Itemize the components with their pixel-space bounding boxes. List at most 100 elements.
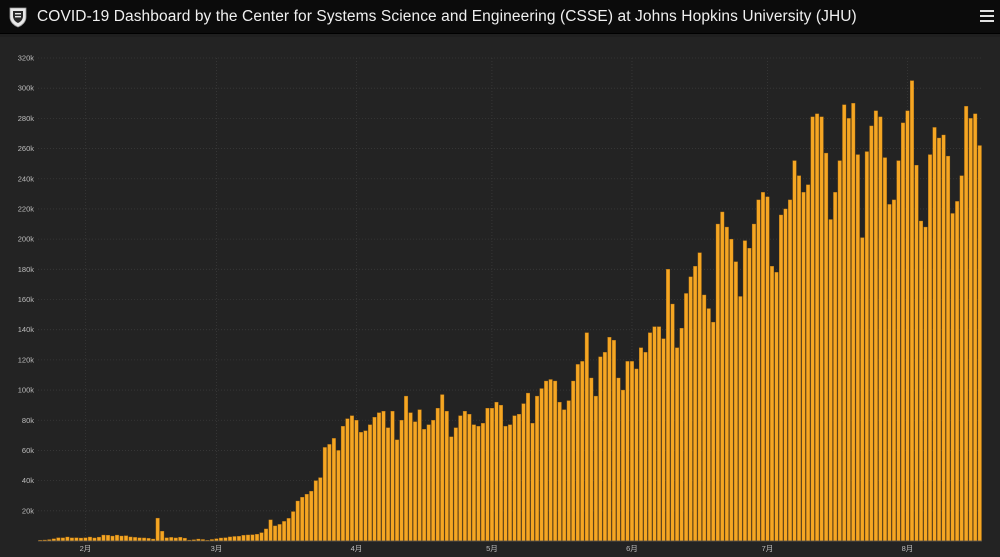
chart-bar[interactable] — [264, 528, 269, 542]
chart-bar[interactable] — [828, 219, 833, 542]
chart-bar[interactable] — [887, 204, 892, 542]
chart-bar[interactable] — [322, 447, 327, 542]
chart-bar[interactable] — [259, 532, 264, 542]
chart-bar[interactable] — [268, 519, 273, 542]
chart-bar[interactable] — [372, 417, 377, 542]
chart-bar[interactable] — [359, 432, 363, 542]
chart-bar[interactable] — [110, 535, 115, 542]
chart-bar[interactable] — [413, 421, 418, 542]
chart-bar[interactable] — [729, 238, 734, 542]
chart-bar[interactable] — [611, 340, 616, 542]
chart-bar[interactable] — [128, 536, 133, 542]
chart-bar[interactable] — [462, 411, 467, 542]
chart-bar[interactable] — [602, 352, 607, 542]
chart-bar[interactable] — [950, 213, 955, 542]
chart-bar[interactable] — [941, 134, 946, 542]
chart-bar[interactable] — [78, 537, 83, 542]
chart-bar[interactable] — [97, 536, 101, 542]
chart-bar[interactable] — [770, 266, 774, 542]
chart-bar[interactable] — [724, 226, 729, 542]
chart-bar[interactable] — [390, 411, 395, 542]
chart-bar[interactable] — [584, 332, 589, 542]
chart-bar[interactable] — [56, 537, 61, 542]
chart-bar[interactable] — [815, 113, 820, 542]
chart-bar[interactable] — [444, 411, 449, 542]
chart-bar[interactable] — [106, 535, 110, 542]
chart-bar[interactable] — [422, 429, 427, 542]
chart-bar[interactable] — [237, 536, 241, 542]
chart-bar[interactable] — [74, 537, 79, 542]
chart-bar[interactable] — [973, 113, 978, 542]
chart-bar[interactable] — [173, 537, 178, 542]
chart-bar[interactable] — [905, 110, 910, 542]
chart-bar[interactable] — [620, 389, 625, 542]
chart-bar[interactable] — [494, 401, 499, 542]
chart-bar[interactable] — [810, 116, 815, 542]
chart-bar[interactable] — [873, 110, 878, 542]
chart-bar[interactable] — [160, 531, 165, 542]
chart-bar[interactable] — [115, 534, 119, 542]
chart-bar[interactable] — [340, 426, 345, 542]
chart-bar[interactable] — [792, 160, 797, 542]
chart-bar[interactable] — [833, 192, 838, 542]
chart-bar[interactable] — [318, 477, 323, 542]
chart-bar[interactable] — [788, 199, 792, 542]
chart-bar[interactable] — [882, 157, 887, 542]
chart-bar[interactable] — [471, 424, 476, 542]
chart-bar[interactable] — [797, 175, 802, 542]
chart-bar[interactable] — [458, 415, 463, 542]
chart-bar[interactable] — [101, 534, 106, 542]
chart-bar[interactable] — [968, 118, 973, 542]
chart-bar[interactable] — [661, 338, 666, 542]
chart-bar[interactable] — [702, 294, 707, 542]
chart-bar[interactable] — [806, 184, 811, 542]
chart-bar[interactable] — [304, 494, 309, 542]
chart-bar[interactable] — [363, 430, 368, 542]
chart-bar[interactable] — [977, 145, 982, 542]
chart-bar[interactable] — [634, 368, 639, 542]
chart-bar[interactable] — [408, 412, 413, 542]
chart-bar[interactable] — [440, 394, 445, 542]
chart-bar[interactable] — [273, 525, 278, 542]
chart-bar[interactable] — [517, 414, 521, 542]
chart-bar[interactable] — [783, 208, 788, 542]
chart-bar[interactable] — [616, 377, 621, 542]
chart-bar[interactable] — [747, 248, 752, 542]
chart-bar[interactable] — [218, 537, 223, 542]
chart-bar[interactable] — [300, 497, 305, 542]
chart-bar[interactable] — [539, 388, 544, 542]
chart-bar[interactable] — [124, 535, 129, 542]
chart-bar[interactable] — [345, 418, 350, 542]
chart-bar[interactable] — [449, 436, 454, 542]
chart-bar[interactable] — [652, 326, 657, 542]
chart-bar[interactable] — [503, 426, 508, 542]
chart-bar[interactable] — [562, 409, 567, 542]
chart-bar[interactable] — [860, 237, 865, 542]
chart-bar[interactable] — [720, 211, 725, 542]
chart-bar[interactable] — [349, 415, 354, 542]
chart-bar[interactable] — [327, 444, 332, 542]
chart-bar[interactable] — [648, 332, 652, 542]
chart-bar[interactable] — [331, 438, 336, 542]
chart-bar[interactable] — [842, 104, 847, 542]
chart-bar[interactable] — [92, 537, 97, 542]
chart-bar[interactable] — [178, 537, 183, 542]
chart-bar[interactable] — [395, 439, 400, 542]
chart-bar[interactable] — [901, 122, 905, 542]
chart-bar[interactable] — [480, 423, 485, 542]
chart-bar[interactable] — [751, 223, 756, 542]
chart-bar[interactable] — [733, 261, 738, 542]
chart-bar[interactable] — [508, 424, 512, 542]
chart-bar[interactable] — [959, 175, 964, 542]
chart-bar[interactable] — [453, 427, 458, 542]
chart-bar[interactable] — [575, 364, 580, 542]
chart-bar[interactable] — [295, 500, 300, 542]
chart-bar[interactable] — [846, 118, 851, 542]
chart-bar[interactable] — [489, 407, 494, 542]
chart-bar[interactable] — [381, 411, 386, 542]
chart-bar[interactable] — [779, 214, 783, 542]
chart-bar[interactable] — [336, 450, 341, 542]
chart-bar[interactable] — [639, 347, 643, 542]
chart-bar[interactable] — [706, 308, 711, 542]
hamburger-menu-icon[interactable] — [980, 8, 994, 24]
